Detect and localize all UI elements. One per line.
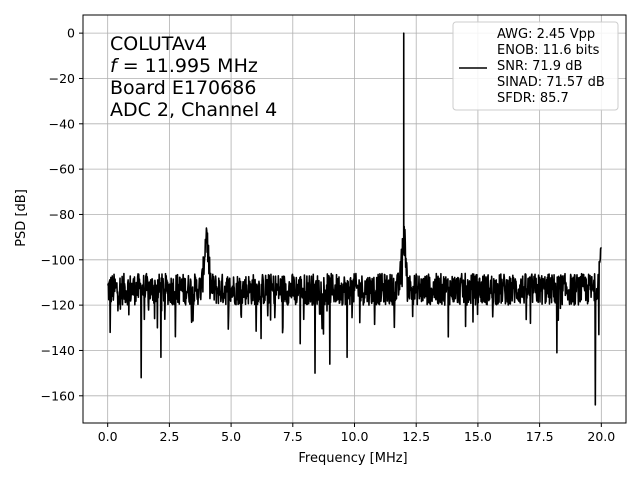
annotation-box: COLUTAv4 f = 11.995 MHz Board E170686 ADC… — [110, 33, 277, 121]
x-tick-label: 0.0 — [98, 429, 118, 444]
annotation-frequency: = 11.995 MHz — [123, 55, 258, 77]
x-axis-ticks: 0.0 2.5 5.0 7.5 10.0 12.5 15.0 17.5 20.0 — [98, 423, 615, 444]
annotation-line-2: f = 11.995 MHz — [110, 55, 258, 77]
legend-entry-sfdr: SFDR: 85.7 — [497, 91, 569, 106]
x-tick-label: 10.0 — [341, 429, 369, 444]
y-tick-label: −100 — [41, 252, 75, 267]
plot-frame — [82, 14, 627, 424]
annotation-line-3: Board E170686 — [110, 77, 256, 99]
legend-entry-snr: SNR: 71.9 dB — [497, 59, 582, 74]
y-tick-label: 0 — [67, 26, 75, 41]
annotation-line-1: COLUTAv4 — [110, 33, 207, 55]
annotation-line-4: ADC 2, Channel 4 — [110, 99, 277, 121]
y-tick-label: −20 — [49, 71, 75, 86]
x-tick-label: 7.5 — [283, 429, 303, 444]
y-axis-ticks: 0 −20 −40 −60 −80 −100 −120 −140 −160 — [41, 26, 83, 403]
x-tick-label: 12.5 — [402, 429, 430, 444]
x-tick-label: 2.5 — [159, 429, 179, 444]
legend-entry-sinad: SINAD: 71.57 dB — [497, 75, 605, 90]
x-tick-label: 5.0 — [221, 429, 241, 444]
grid — [83, 15, 626, 423]
psd-series-line — [106, 32, 602, 406]
y-tick-label: −120 — [41, 298, 75, 313]
y-axis-label: PSD [dB] — [14, 189, 29, 247]
legend-entry-awg: AWG: 2.45 Vpp — [497, 27, 595, 42]
y-tick-label: −160 — [41, 388, 75, 403]
x-tick-label: 17.5 — [526, 429, 554, 444]
legend: AWG: 2.45 Vpp ENOB: 11.6 bits SNR: 71.9 … — [452, 21, 619, 111]
legend-entry-enob: ENOB: 11.6 bits — [497, 43, 600, 58]
x-tick-label: 20.0 — [587, 429, 615, 444]
legend-frame — [452, 21, 619, 111]
y-tick-label: −80 — [49, 207, 75, 222]
x-axis-label: Frequency [MHz] — [298, 451, 407, 466]
y-tick-label: −140 — [41, 343, 75, 358]
y-tick-label: −40 — [49, 116, 75, 131]
y-tick-label: −60 — [49, 162, 75, 177]
annotation-f-symbol: f — [110, 55, 120, 77]
x-tick-label: 15.0 — [464, 429, 492, 444]
